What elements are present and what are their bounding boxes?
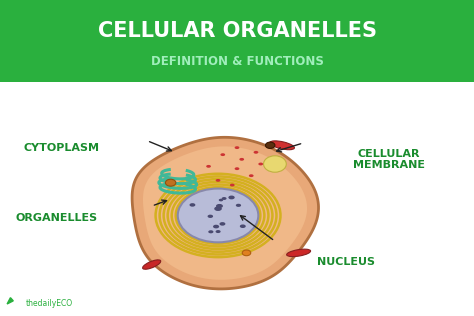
Text: NUCLEUS: NUCLEUS (317, 257, 375, 267)
Ellipse shape (264, 156, 286, 172)
Polygon shape (132, 137, 319, 289)
Ellipse shape (249, 174, 254, 177)
Ellipse shape (235, 146, 239, 149)
Ellipse shape (287, 249, 310, 257)
Ellipse shape (178, 189, 258, 242)
Ellipse shape (258, 163, 263, 166)
Ellipse shape (254, 151, 258, 154)
Polygon shape (143, 146, 307, 280)
Bar (0, 0, 474, 82)
Ellipse shape (208, 230, 213, 233)
Ellipse shape (213, 225, 219, 228)
Ellipse shape (270, 141, 294, 150)
Ellipse shape (219, 199, 223, 201)
Ellipse shape (239, 158, 244, 161)
Text: CELLULAR ORGANELLES: CELLULAR ORGANELLES (98, 21, 376, 41)
Text: CYTOPLASM: CYTOPLASM (24, 143, 100, 153)
Ellipse shape (265, 142, 275, 149)
Ellipse shape (228, 196, 235, 199)
Ellipse shape (216, 204, 223, 208)
Ellipse shape (208, 215, 213, 218)
Polygon shape (7, 298, 13, 304)
Text: CELLULAR
MEMBRANE: CELLULAR MEMBRANE (353, 149, 425, 170)
Ellipse shape (242, 250, 251, 256)
Ellipse shape (165, 179, 176, 186)
Ellipse shape (190, 203, 195, 207)
Ellipse shape (222, 197, 227, 200)
Ellipse shape (216, 179, 220, 182)
Ellipse shape (206, 165, 211, 168)
Ellipse shape (220, 153, 225, 156)
Ellipse shape (219, 222, 226, 226)
Ellipse shape (216, 230, 220, 233)
Text: ORGANELLES: ORGANELLES (16, 213, 98, 223)
Ellipse shape (143, 260, 161, 269)
Text: DEFINITION & FUNCTIONS: DEFINITION & FUNCTIONS (151, 55, 323, 68)
Ellipse shape (236, 204, 241, 207)
Text: thedailyECO: thedailyECO (26, 299, 73, 308)
Ellipse shape (235, 167, 239, 170)
Ellipse shape (240, 224, 246, 228)
Ellipse shape (214, 206, 222, 211)
Ellipse shape (230, 184, 235, 186)
